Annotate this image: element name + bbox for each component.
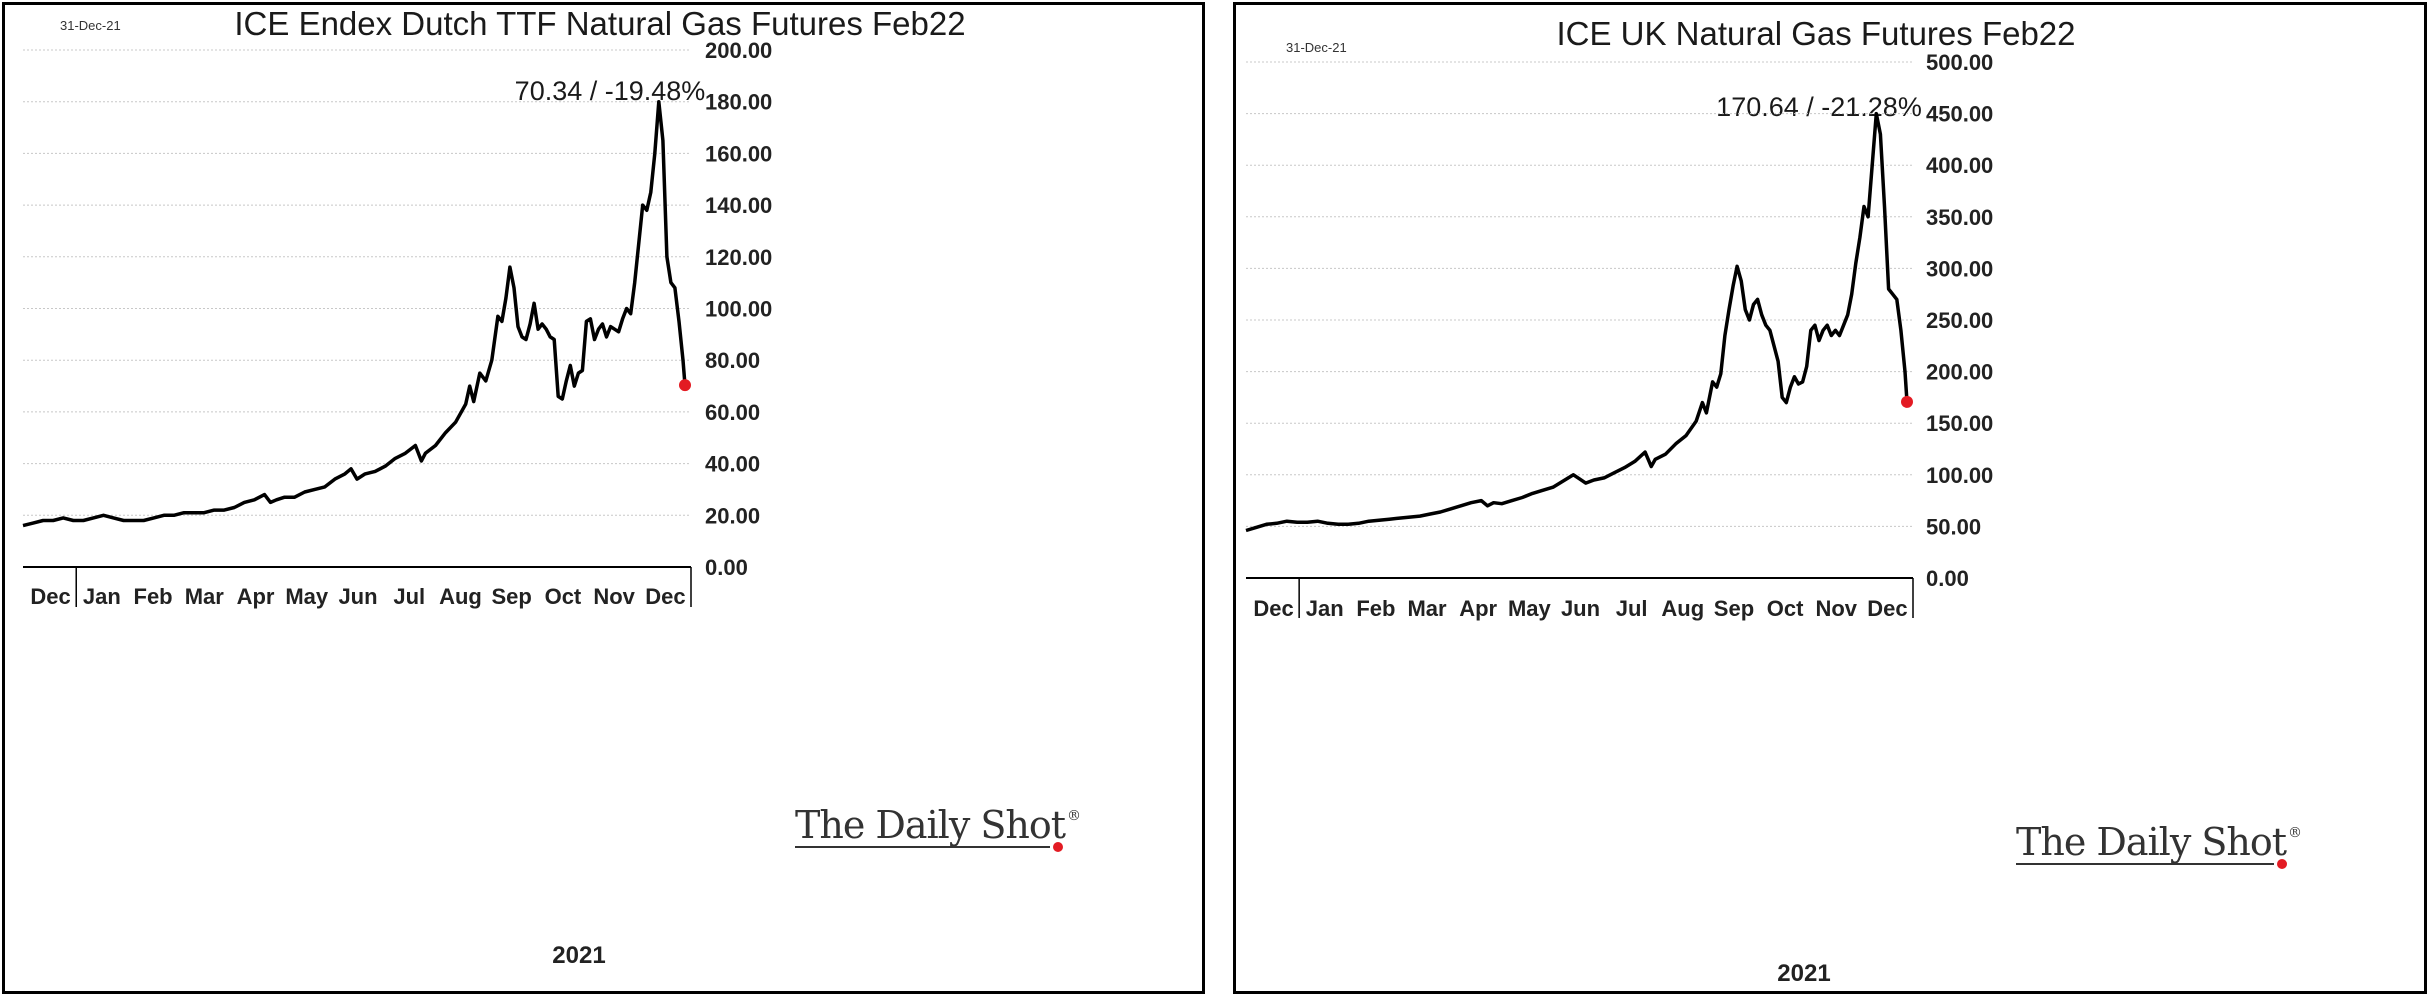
x-tick-label: Mar <box>185 584 225 609</box>
x-tick-label: Aug <box>1661 596 1704 621</box>
y-tick-label: 180.00 <box>705 90 772 115</box>
x-axis: Dec Jan Feb Mar Apr May Jun Jul Aug Sep Oct Nov Dec <box>1246 577 1914 621</box>
y-tick-label: 150.00 <box>1926 411 1993 436</box>
y-axis: 0.00 50.00 100.00 150.00 200.00 250.00 300.00 3… <box>1926 50 1993 591</box>
y-tick-label: 400.00 <box>1926 153 1993 178</box>
x-axis-label: 2021 <box>1777 960 1830 987</box>
stat-label: 170.64 / -21.28% <box>1716 92 1922 122</box>
x-tick-label: Jun <box>338 584 377 609</box>
x-tick-label: Dec <box>645 584 685 609</box>
x-tick-label: Jan <box>1306 596 1344 621</box>
date-label: 31-Dec-21 <box>60 18 121 33</box>
chart-panel-ttf: 31-Dec-21 ICE Endex Dutch TTF Natural Ga… <box>2 2 1205 994</box>
brand-logo: The Daily Shot ® <box>2016 820 2302 869</box>
x-tick-label: May <box>1508 596 1552 621</box>
x-tick-label: Apr <box>1459 596 1497 621</box>
y-tick-label: 100.00 <box>705 297 772 322</box>
brand-text: The Daily Shot <box>795 803 1066 847</box>
brand-dot <box>1053 842 1063 852</box>
y-tick-label: 120.00 <box>705 245 772 270</box>
x-tick-label: Mar <box>1407 596 1447 621</box>
x-tick-label: Nov <box>593 584 635 609</box>
y-tick-label: 140.00 <box>705 193 772 218</box>
y-tick-label: 200.00 <box>705 38 772 63</box>
y-tick-label: 60.00 <box>705 400 760 425</box>
series-layer <box>1245 111 1913 533</box>
y-tick-label: 50.00 <box>1926 514 1981 539</box>
y-tick-label: 80.00 <box>705 348 760 373</box>
chart-title: ICE Endex Dutch TTF Natural Gas Futures … <box>234 5 965 42</box>
x-tick-label: Nov <box>1815 596 1857 621</box>
y-tick-label: 450.00 <box>1926 102 1993 127</box>
x-tick-label: Feb <box>1356 596 1395 621</box>
x-tick-label: Jan <box>83 584 121 609</box>
x-tick-label: Dec <box>1867 596 1907 621</box>
y-tick-label: 300.00 <box>1926 256 1993 281</box>
x-tick-label: Sep <box>492 584 532 609</box>
last-value-marker <box>679 379 691 392</box>
y-tick-label: 0.00 <box>705 555 748 580</box>
x-axis-label: 2021 <box>552 942 605 969</box>
x-tick-label: Feb <box>134 584 173 609</box>
series-layer <box>22 99 691 528</box>
y-tick-label: 20.00 <box>705 503 760 528</box>
chart-uk: 31-Dec-21 ICE UK Natural Gas Futures Feb… <box>1245 15 2302 987</box>
brand-text: The Daily Shot <box>2016 820 2287 864</box>
y-tick-label: 100.00 <box>1926 463 1993 488</box>
chart-title: ICE UK Natural Gas Futures Feb22 <box>1556 15 2075 52</box>
y-tick-label: 40.00 <box>705 452 760 477</box>
chart-panel-uk: 31-Dec-21 ICE UK Natural Gas Futures Feb… <box>1233 2 2427 994</box>
series-line <box>22 99 687 528</box>
x-tick-label: Aug <box>439 584 482 609</box>
last-value-marker <box>1901 395 1913 408</box>
x-tick-label: Jun <box>1561 596 1600 621</box>
x-tick-label: Oct <box>1767 596 1804 621</box>
brand-mark: ® <box>1067 808 1081 824</box>
brand-dot <box>2277 859 2287 869</box>
grid-layer <box>1246 61 1913 527</box>
date-label: 31-Dec-21 <box>1286 40 1347 55</box>
stat-label: 70.34 / -19.48% <box>515 76 706 106</box>
y-tick-label: 160.00 <box>705 141 772 166</box>
y-tick-label: 500.00 <box>1926 50 1993 75</box>
x-tick-label: Jul <box>1616 596 1648 621</box>
grid-layer <box>23 49 691 516</box>
x-tick-label: Sep <box>1714 596 1754 621</box>
x-tick-label: Apr <box>237 584 275 609</box>
x-tick-label: Dec <box>1253 596 1293 621</box>
y-tick-label: 0.00 <box>1926 566 1969 591</box>
x-tick-label: Dec <box>30 584 70 609</box>
x-tick-label: Oct <box>545 584 582 609</box>
y-tick-label: 200.00 <box>1926 360 1993 385</box>
y-axis: 0.00 20.00 40.00 60.00 80.00 100.00 120.00 140.… <box>705 38 772 580</box>
y-tick-label: 350.00 <box>1926 205 1993 230</box>
chart-ttf: 31-Dec-21 ICE Endex Dutch TTF Natural Ga… <box>22 5 1081 969</box>
brand-mark: ® <box>2288 825 2302 841</box>
x-tick-label: Jul <box>393 584 425 609</box>
brand-logo: The Daily Shot ® <box>795 803 1081 852</box>
y-tick-label: 250.00 <box>1926 308 1993 333</box>
x-axis: Dec Jan Feb Mar Apr May Jun Jul Aug Sep Oct Nov Dec <box>23 566 692 609</box>
x-tick-label: May <box>285 584 329 609</box>
series-line <box>1245 111 1909 533</box>
